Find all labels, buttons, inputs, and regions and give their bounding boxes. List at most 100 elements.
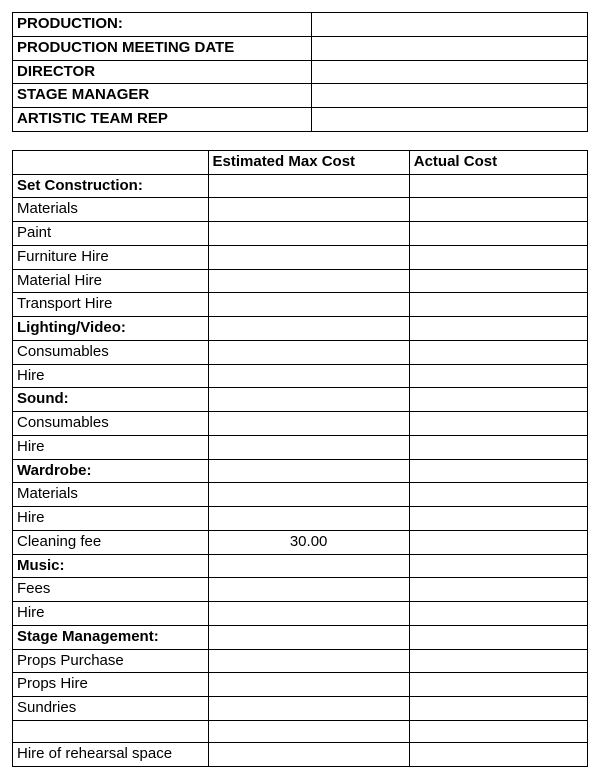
budget-row-est[interactable] <box>208 174 409 198</box>
budget-row-est[interactable] <box>208 625 409 649</box>
budget-row-label: Stage Management: <box>13 625 209 649</box>
header-row: PRODUCTION MEETING DATE <box>13 36 588 60</box>
budget-row-label: Material Hire <box>13 269 209 293</box>
header-value[interactable] <box>312 36 588 60</box>
budget-row-label <box>13 720 209 742</box>
budget-row: Music: <box>13 554 588 578</box>
budget-row: Furniture Hire <box>13 245 588 269</box>
budget-row-actual[interactable] <box>409 483 587 507</box>
budget-row-actual[interactable] <box>409 578 587 602</box>
budget-row: Cleaning fee30.00 <box>13 530 588 554</box>
budget-row-actual[interactable] <box>409 649 587 673</box>
budget-row-actual[interactable] <box>409 720 587 742</box>
budget-row-actual[interactable] <box>409 602 587 626</box>
budget-row: Hire <box>13 602 588 626</box>
budget-row-label: Materials <box>13 483 209 507</box>
budget-row-label: Hire <box>13 435 209 459</box>
budget-row-actual[interactable] <box>409 198 587 222</box>
budget-row-est[interactable] <box>208 554 409 578</box>
budget-row: Lighting/Video: <box>13 317 588 341</box>
budget-row-label: Cleaning fee <box>13 530 209 554</box>
budget-row-label: Transport Hire <box>13 293 209 317</box>
budget-row-est[interactable] <box>208 198 409 222</box>
production-header-table: PRODUCTION:PRODUCTION MEETING DATEDIRECT… <box>12 12 588 132</box>
budget-row-actual[interactable] <box>409 742 587 766</box>
budget-row-est[interactable]: 30.00 <box>208 530 409 554</box>
header-value[interactable] <box>312 13 588 37</box>
budget-row-actual[interactable] <box>409 530 587 554</box>
budget-row-label: Fees <box>13 578 209 602</box>
budget-row-est[interactable] <box>208 483 409 507</box>
budget-row-label: Props Hire <box>13 673 209 697</box>
budget-col3-header: Actual Cost <box>409 150 587 174</box>
header-row: ARTISTIC TEAM REP <box>13 108 588 132</box>
budget-row-est[interactable] <box>208 340 409 364</box>
budget-row: Materials <box>13 198 588 222</box>
header-row: DIRECTOR <box>13 60 588 84</box>
budget-row-est[interactable] <box>208 602 409 626</box>
budget-row-est[interactable] <box>208 649 409 673</box>
budget-row: Consumables <box>13 340 588 364</box>
budget-col1-header <box>13 150 209 174</box>
budget-row-actual[interactable] <box>409 507 587 531</box>
budget-row: Consumables <box>13 412 588 436</box>
budget-row-actual[interactable] <box>409 412 587 436</box>
budget-row-actual[interactable] <box>409 364 587 388</box>
budget-row-est[interactable] <box>208 435 409 459</box>
header-value[interactable] <box>312 60 588 84</box>
budget-row-est[interactable] <box>208 269 409 293</box>
budget-row-actual[interactable] <box>409 554 587 578</box>
budget-row-est[interactable] <box>208 720 409 742</box>
budget-row-est[interactable] <box>208 388 409 412</box>
budget-row-label: Consumables <box>13 412 209 436</box>
budget-row-actual[interactable] <box>409 697 587 721</box>
budget-row-actual[interactable] <box>409 459 587 483</box>
budget-row-label: Hire <box>13 507 209 531</box>
budget-row: Fees <box>13 578 588 602</box>
budget-row-actual[interactable] <box>409 435 587 459</box>
budget-row-actual[interactable] <box>409 222 587 246</box>
header-label: PRODUCTION MEETING DATE <box>13 36 312 60</box>
budget-row-est[interactable] <box>208 578 409 602</box>
budget-row-est[interactable] <box>208 412 409 436</box>
budget-row: Hire <box>13 364 588 388</box>
budget-row: Sound: <box>13 388 588 412</box>
header-label: STAGE MANAGER <box>13 84 312 108</box>
budget-row-est[interactable] <box>208 222 409 246</box>
budget-row-label: Wardrobe: <box>13 459 209 483</box>
budget-row-est[interactable] <box>208 507 409 531</box>
budget-row-actual[interactable] <box>409 269 587 293</box>
budget-row-actual[interactable] <box>409 673 587 697</box>
budget-row-est[interactable] <box>208 293 409 317</box>
budget-row: Props Purchase <box>13 649 588 673</box>
budget-row-label: Hire <box>13 602 209 626</box>
budget-row-est[interactable] <box>208 459 409 483</box>
budget-row-est[interactable] <box>208 697 409 721</box>
budget-row-est[interactable] <box>208 673 409 697</box>
budget-row-est[interactable] <box>208 317 409 341</box>
header-value[interactable] <box>312 84 588 108</box>
budget-row <box>13 720 588 742</box>
budget-row-actual[interactable] <box>409 293 587 317</box>
budget-row-est[interactable] <box>208 742 409 766</box>
budget-row: Materials <box>13 483 588 507</box>
budget-row: Sundries <box>13 697 588 721</box>
budget-row-label: Sundries <box>13 697 209 721</box>
budget-row: Hire <box>13 435 588 459</box>
budget-row: Wardrobe: <box>13 459 588 483</box>
budget-row-actual[interactable] <box>409 340 587 364</box>
budget-row-label: Props Purchase <box>13 649 209 673</box>
header-label: PRODUCTION: <box>13 13 312 37</box>
budget-row-actual[interactable] <box>409 625 587 649</box>
budget-row: Transport Hire <box>13 293 588 317</box>
budget-row-actual[interactable] <box>409 317 587 341</box>
budget-row-est[interactable] <box>208 364 409 388</box>
budget-row: Props Hire <box>13 673 588 697</box>
budget-row-est[interactable] <box>208 245 409 269</box>
table-gap <box>12 132 588 150</box>
budget-row-label: Materials <box>13 198 209 222</box>
budget-row-actual[interactable] <box>409 388 587 412</box>
budget-row-actual[interactable] <box>409 245 587 269</box>
budget-row-actual[interactable] <box>409 174 587 198</box>
header-value[interactable] <box>312 108 588 132</box>
